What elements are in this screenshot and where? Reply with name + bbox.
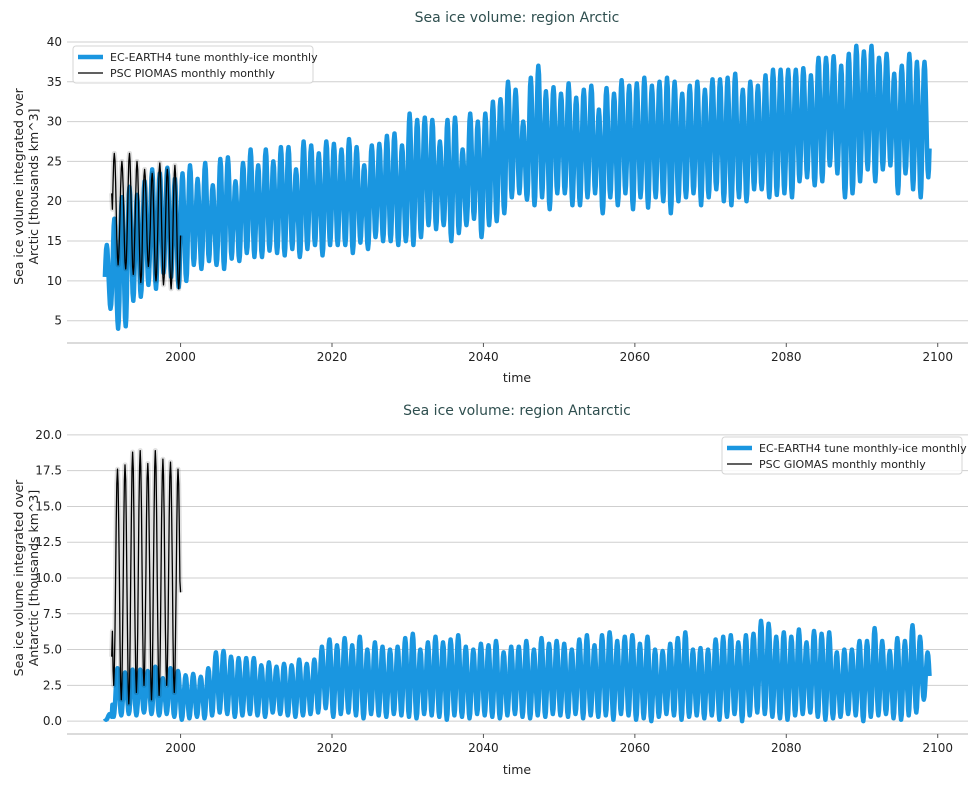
y-tick-label: 40 (47, 35, 62, 49)
chart-title: Sea ice volume: region Antarctic (403, 403, 631, 419)
legend: EC-EARTH4 tune monthly-ice monthly PSC PI… (72, 45, 318, 84)
y-tick-label: 17.5 (35, 464, 62, 478)
y-tick-label: 20 (47, 194, 62, 208)
legend-box (721, 436, 963, 475)
y-axis-label-line: Antarctic [thousands km^3] (26, 490, 41, 667)
y-tick-label: 30 (47, 115, 62, 129)
x-tick-label: 2020 (317, 741, 348, 755)
y-axis-label: Sea ice volume integrated overArctic [th… (11, 87, 41, 285)
x-tick-label: 2080 (771, 350, 802, 364)
chart-title: Sea ice volume: region Arctic (415, 10, 620, 26)
legend-label: EC-EARTH4 tune monthly-ice monthly (110, 51, 318, 64)
y-axis-label: Sea ice volume integrated overAntarctic … (11, 479, 41, 677)
legend: EC-EARTH4 tune monthly-ice monthly PSC GI… (721, 436, 967, 475)
x-tick-label: 2060 (620, 350, 651, 364)
y-tick-label: 25 (47, 154, 62, 168)
x-tick-label: 2020 (317, 350, 348, 364)
legend-box (72, 45, 314, 84)
x-tick-label: 2040 (468, 350, 499, 364)
y-tick-label: 12.5 (35, 535, 62, 549)
x-tick-label: 2000 (165, 741, 196, 755)
chart-panel-arctic: Sea ice volume: region Arctic 5 10 15 20 25 30… (11, 10, 968, 385)
legend-label: PSC PIOMAS monthly monthly (110, 67, 275, 80)
y-tick-label: 5.0 (43, 643, 62, 657)
x-tick-label: 2080 (771, 741, 802, 755)
chart-panel-antarctic: Sea ice volume: region Antarctic 0.0 2.5 5.… (11, 403, 968, 777)
legend-label: PSC GIOMAS monthly monthly (759, 458, 926, 471)
x-axis-label: time (503, 762, 532, 777)
y-tick-label: 10 (47, 274, 62, 288)
y-tick-label: 15 (47, 234, 62, 248)
y-axis-label-line: Sea ice volume integrated over (11, 87, 26, 285)
y-axis-label-line: Arctic [thousands km^3] (26, 108, 41, 264)
y-tick-label: 10.0 (35, 571, 62, 585)
series-line-model (102, 43, 932, 331)
y-tick-label: 2.5 (43, 678, 62, 692)
x-tick-label: 2100 (922, 741, 953, 755)
y-tick-label: 15.0 (35, 499, 62, 513)
y-tick-label: 0.0 (43, 714, 62, 728)
series-line-observations (111, 152, 182, 290)
legend-label: EC-EARTH4 tune monthly-ice monthly (759, 442, 967, 455)
x-tick-label: 2040 (468, 741, 499, 755)
y-axis-label-line: Sea ice volume integrated over (11, 479, 26, 677)
series-line-model (102, 618, 932, 724)
y-tick-label: 7.5 (43, 607, 62, 621)
y-tick-label: 5 (54, 314, 62, 328)
y-tick-label: 35 (47, 75, 62, 89)
x-tick-label: 2000 (165, 350, 196, 364)
x-tick-label: 2060 (620, 741, 651, 755)
x-tick-label: 2100 (922, 350, 953, 364)
series-line-observations (111, 449, 182, 705)
y-tick-label: 20.0 (35, 428, 62, 442)
x-axis-label: time (503, 370, 532, 385)
